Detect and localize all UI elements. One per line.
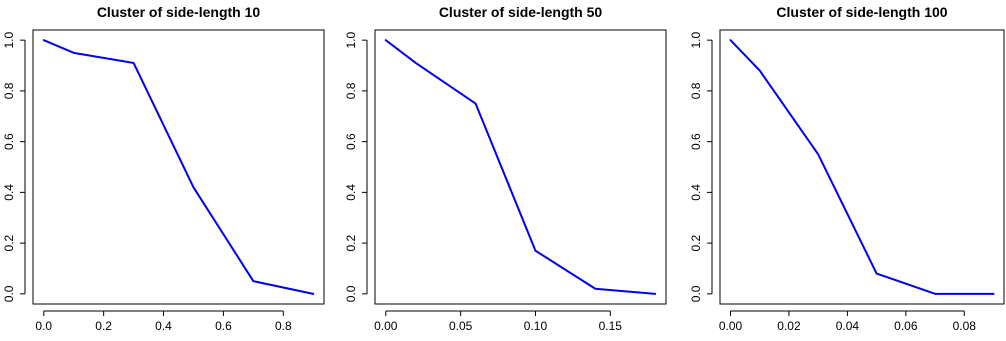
y-tick-label: 0.2 (689, 234, 703, 251)
y-tick-label: 0.8 (344, 82, 358, 99)
y-tick-label: 0.4 (689, 184, 703, 201)
y-tick-label: 0.2 (2, 234, 16, 251)
y-tick-label: 0.0 (344, 285, 358, 302)
chart-title: Cluster of side-length 50 (439, 4, 603, 20)
x-tick-label: 0.4 (155, 319, 172, 333)
plot-frame (374, 29, 667, 305)
x-tick-label: 0.00 (374, 319, 398, 333)
chart-title: Cluster of side-length 100 (776, 4, 947, 20)
x-tick-label: 0.15 (599, 319, 623, 333)
y-tick-label: 0.8 (2, 82, 16, 99)
plot-frame (32, 29, 325, 305)
x-tick-label: 0.08 (953, 319, 977, 333)
x-tick-label: 0.02 (777, 319, 801, 333)
y-tick-label: 0.6 (689, 133, 703, 150)
series-line (729, 39, 995, 295)
y-tick-label: 0.2 (344, 234, 358, 251)
x-tick-label: 0.8 (275, 319, 292, 333)
x-tick-label: 0.6 (215, 319, 232, 333)
y-tick-label: 1.0 (2, 31, 16, 48)
chart-title: Cluster of side-length 10 (97, 4, 261, 20)
series-line (42, 39, 315, 295)
y-tick-label: 0.8 (689, 82, 703, 99)
y-tick-label: 1.0 (689, 31, 703, 48)
y-tick-label: 1.0 (344, 31, 358, 48)
y-tick-label: 0.6 (2, 133, 16, 150)
chart-panel-2: Cluster of side-length 50 0.00 0.05 0.10 0.1… (344, 4, 667, 333)
y-tick-label: 0.4 (2, 184, 16, 201)
x-tick-label: 0.06 (894, 319, 918, 333)
y-tick-label: 0.4 (344, 184, 358, 201)
chart-panel-3: Cluster of side-length 100 0.00 0.02 0.04 0.… (689, 4, 1005, 333)
x-tick-label: 0.0 (35, 319, 52, 333)
y-tick-label: 0.0 (689, 285, 703, 302)
x-tick-label: 0.05 (449, 319, 473, 333)
x-tick-label: 0.10 (524, 319, 548, 333)
plot-frame (719, 29, 1005, 305)
x-tick-label: 0.2 (95, 319, 112, 333)
chart-panel-1: Cluster of side-length 10 0.0 0.2 0.4 0.6 0.8… (2, 4, 325, 333)
series-line (384, 39, 657, 295)
y-tick-label: 0.6 (344, 133, 358, 150)
x-tick-label: 0.00 (719, 319, 743, 333)
y-tick-label: 0.0 (2, 285, 16, 302)
x-tick-label: 0.04 (836, 319, 860, 333)
